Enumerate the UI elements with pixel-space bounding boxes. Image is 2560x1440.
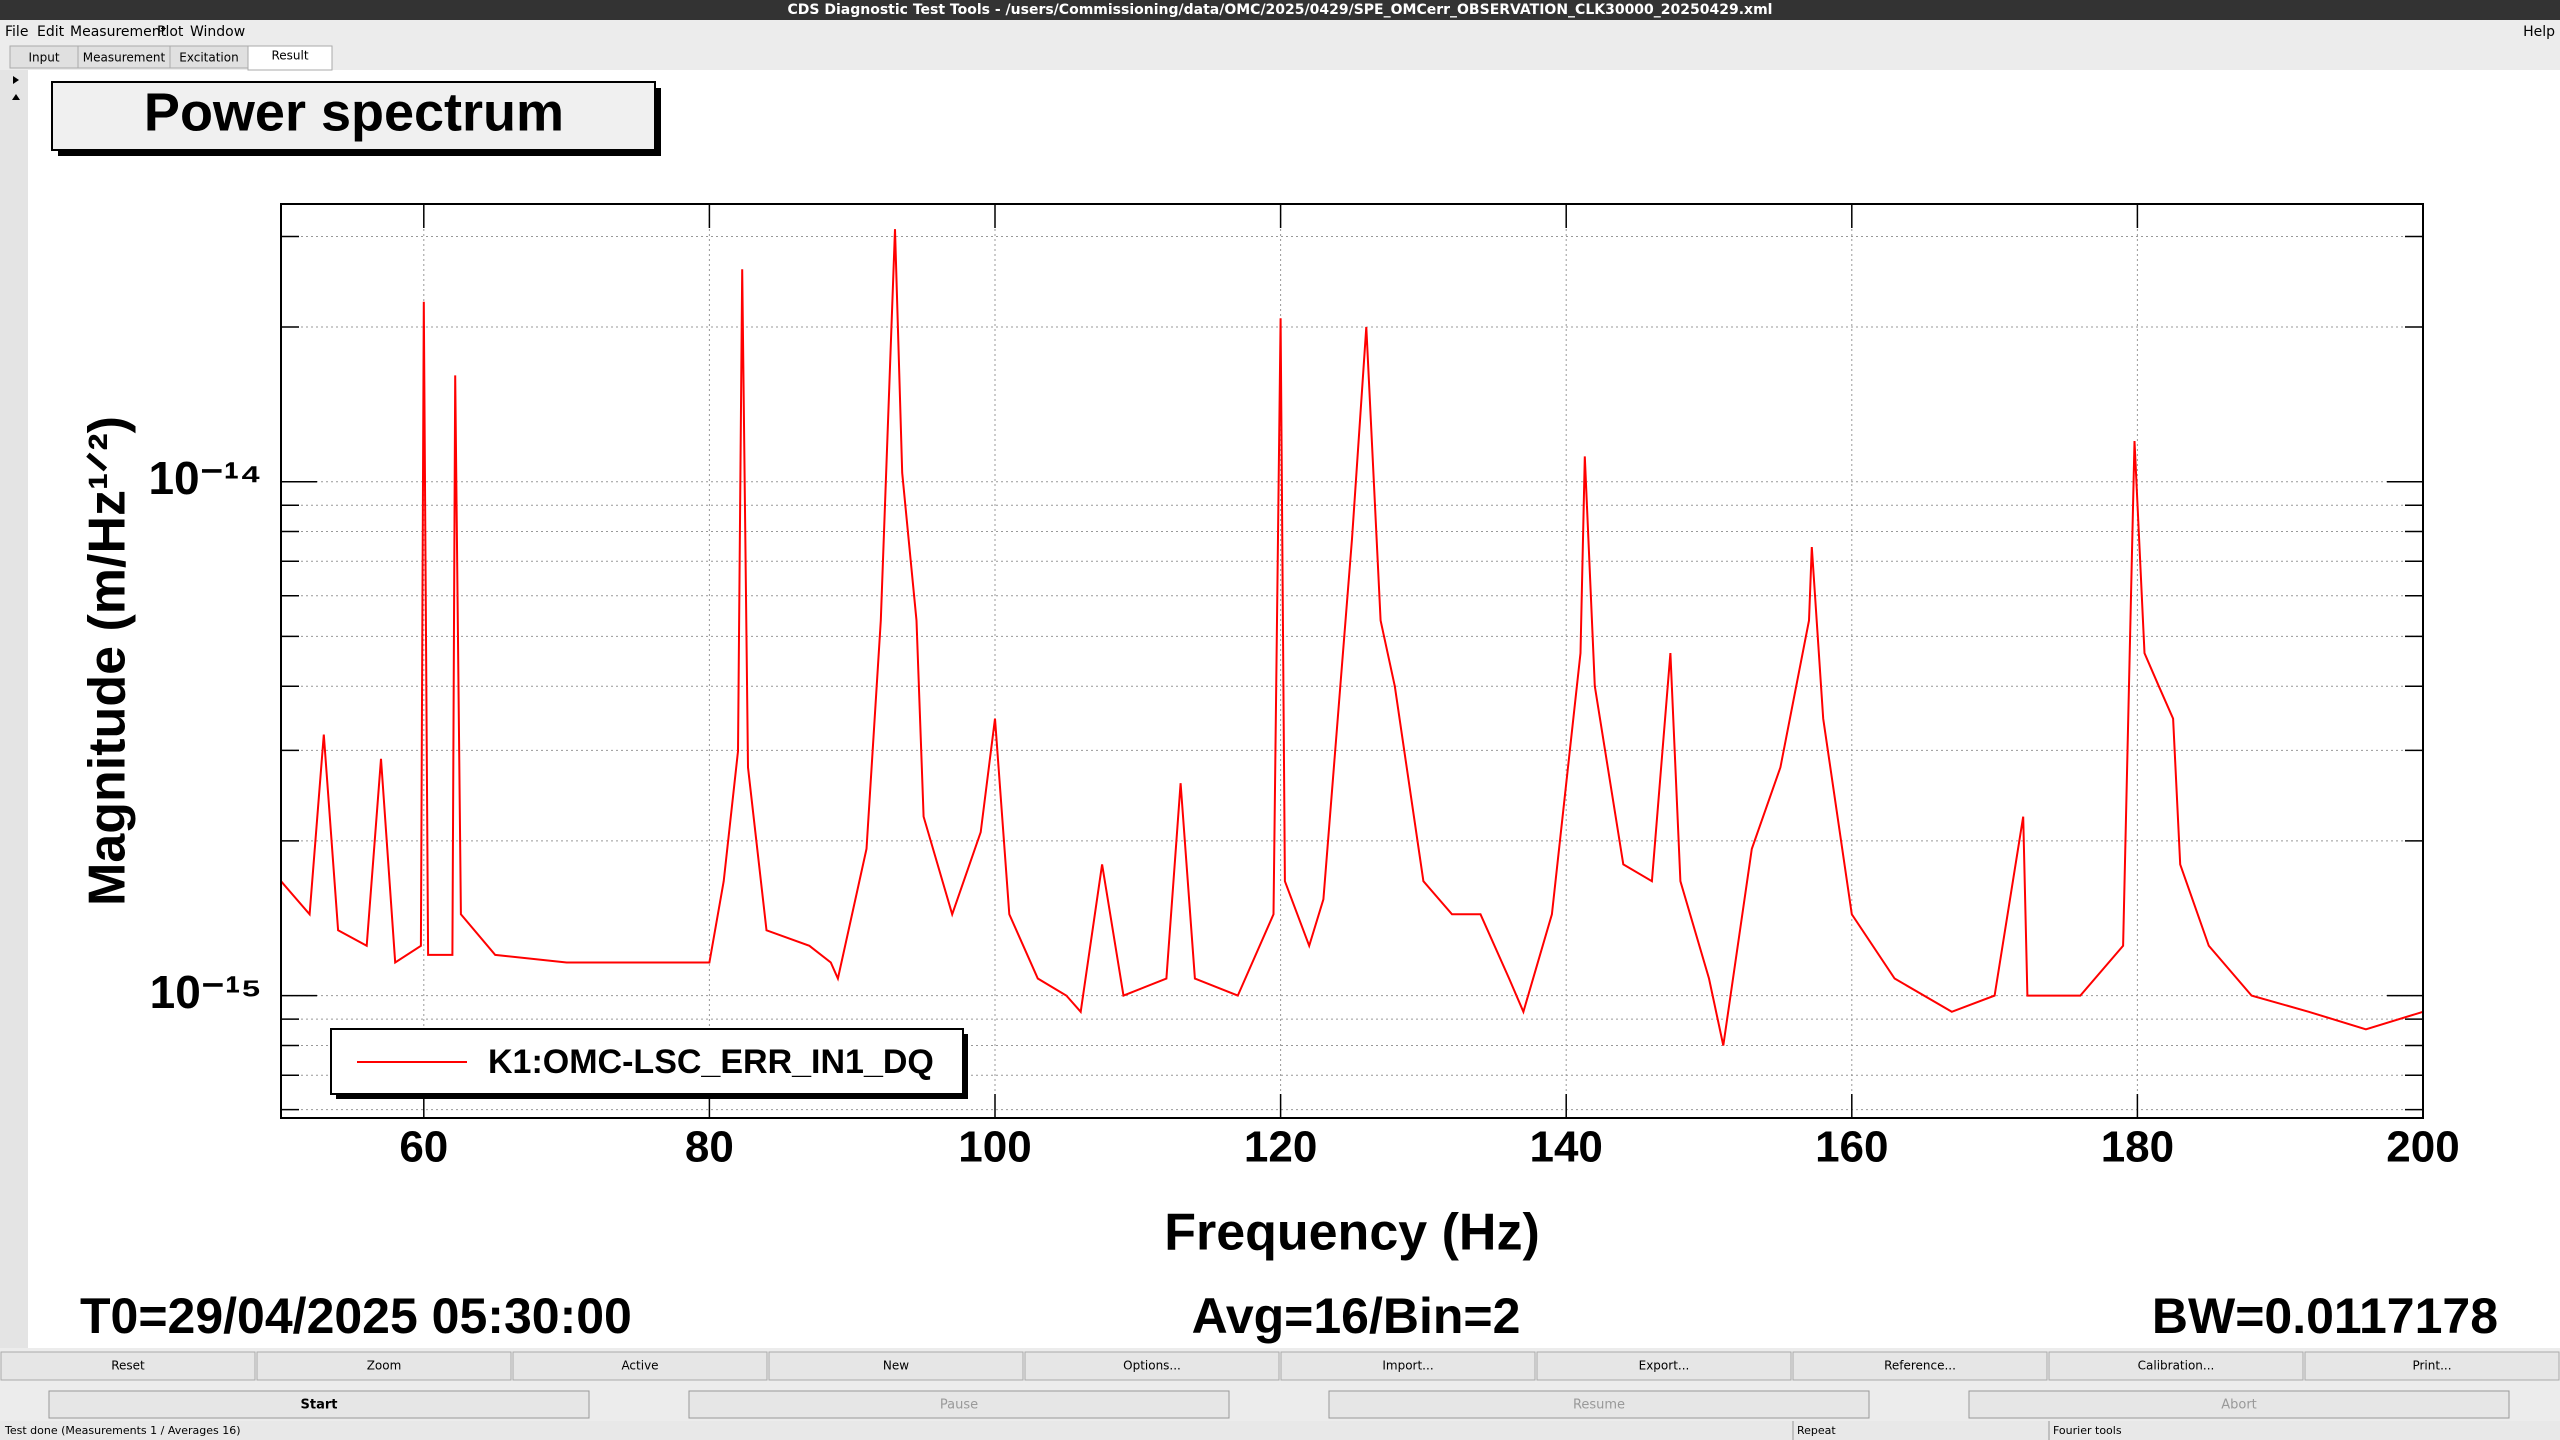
- expand-arrow[interactable]: [13, 76, 19, 84]
- button[interactable]: [2304, 1351, 2560, 1381]
- menu-item[interactable]: Measurement: [70, 24, 167, 40]
- title-box: [51, 81, 656, 151]
- button-label[interactable]: Pause: [940, 1398, 978, 1413]
- button[interactable]: [256, 1351, 512, 1381]
- x-tick-label: 60: [399, 1123, 448, 1172]
- tab-label[interactable]: Input: [28, 51, 59, 65]
- collapse-arrow[interactable]: [12, 94, 20, 100]
- menu-item[interactable]: Plot: [157, 24, 184, 40]
- x-tick-label: 120: [1244, 1123, 1317, 1172]
- button[interactable]: [1328, 1390, 1870, 1419]
- button[interactable]: [512, 1351, 768, 1381]
- button[interactable]: [48, 1390, 590, 1419]
- button-label[interactable]: Start: [301, 1398, 338, 1413]
- button[interactable]: [1968, 1390, 2510, 1419]
- button[interactable]: [1024, 1351, 1280, 1381]
- button[interactable]: [768, 1351, 1024, 1381]
- menu-item[interactable]: File: [5, 24, 28, 40]
- button[interactable]: [2048, 1351, 2304, 1381]
- button-label[interactable]: Calibration...: [2138, 1359, 2215, 1373]
- button-label[interactable]: Print...: [2412, 1359, 2451, 1373]
- status-bar: [0, 1421, 2560, 1440]
- button-label[interactable]: New: [883, 1359, 909, 1373]
- x-tick-label: 180: [2101, 1123, 2174, 1172]
- button-label[interactable]: Abort: [2221, 1398, 2257, 1413]
- button[interactable]: [0, 1351, 256, 1381]
- window-title: CDS Diagnostic Test Tools - /users/Commi…: [788, 2, 1773, 18]
- tab-label[interactable]: Result: [271, 49, 308, 63]
- tab-label[interactable]: Measurement: [83, 51, 166, 65]
- x-tick-label: 80: [685, 1123, 734, 1172]
- tab[interactable]: [247, 45, 333, 71]
- x-tick-label: 160: [1815, 1123, 1888, 1172]
- legend-label: K1:OMC-LSC_ERR_IN1_DQ: [488, 1043, 934, 1081]
- chart-title: Power spectrum: [144, 82, 564, 142]
- status-text: Test done (Measurements 1 / Averages 16): [4, 1424, 241, 1437]
- plot-frame: [280, 203, 2424, 1119]
- y-axis-label: Magnitude (m/Hz¹ᐟ²): [79, 416, 137, 906]
- avg-label: Avg=16/Bin=2: [1192, 1288, 1521, 1344]
- menu-item[interactable]: Edit: [37, 24, 65, 40]
- x-tick-label: 100: [958, 1123, 1031, 1172]
- button[interactable]: [1280, 1351, 1536, 1381]
- button-label[interactable]: Reset: [111, 1359, 145, 1373]
- button[interactable]: [1536, 1351, 1792, 1381]
- button-label[interactable]: Resume: [1573, 1398, 1625, 1413]
- x-axis-label: Frequency (Hz): [1164, 1204, 1540, 1262]
- side-panel: [0, 70, 28, 1348]
- menu-item[interactable]: Help: [2523, 24, 2555, 40]
- button-label[interactable]: Import...: [1382, 1359, 1433, 1373]
- button[interactable]: [1792, 1351, 2048, 1381]
- button-label[interactable]: Reference...: [1884, 1359, 1956, 1373]
- tab-label[interactable]: Excitation: [179, 51, 238, 65]
- status-text: Repeat: [1797, 1424, 1836, 1437]
- x-tick-label: 140: [1529, 1123, 1602, 1172]
- button-label[interactable]: Active: [621, 1359, 658, 1373]
- button-label[interactable]: Options...: [1123, 1359, 1181, 1373]
- y-tick-label: 10⁻¹⁵: [150, 966, 262, 1018]
- button[interactable]: [688, 1390, 1230, 1419]
- x-tick-label: 200: [2386, 1123, 2459, 1172]
- bw-label: BW=0.0117178: [2152, 1288, 2498, 1344]
- menu-item[interactable]: Window: [190, 24, 245, 40]
- spectrum-line: [281, 229, 2423, 1046]
- button-label[interactable]: Export...: [1639, 1359, 1690, 1373]
- menu-bar: [0, 20, 2560, 44]
- y-tick-label: 10⁻¹⁴: [148, 452, 262, 504]
- t0-label: T0=29/04/2025 05:30:00: [80, 1288, 632, 1344]
- button-label[interactable]: Zoom: [367, 1359, 402, 1373]
- title-bar: [0, 0, 2560, 20]
- status-text: Fourier tools: [2053, 1424, 2122, 1437]
